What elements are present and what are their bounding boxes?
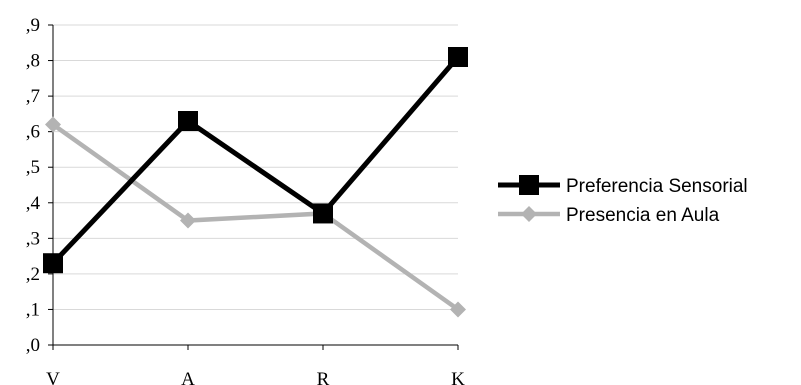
axes (48, 24, 459, 350)
y-tick-label: ,5 (26, 157, 40, 178)
y-tick-label: ,4 (26, 193, 41, 214)
series-line-presencia-en-aula (51, 122, 460, 312)
x-tick-label: R (317, 369, 330, 385)
data-point-preferencia-sensorial (43, 253, 63, 274)
legend-marker-preferencia-sensorial (519, 175, 539, 195)
series-layer (43, 47, 468, 318)
y-tick-label: ,7 (26, 86, 40, 107)
x-tick-label: A (181, 369, 195, 385)
data-point-presencia-en-aula (450, 301, 466, 318)
series-line-preferencia-sensorial (51, 55, 460, 265)
y-tick-label: ,8 (26, 51, 40, 72)
data-point-presencia-en-aula (180, 212, 196, 229)
legend-label-presencia-en-aula: Presencia en Aula (566, 205, 720, 226)
legend: Preferencia Sensorial Presencia en Aula (498, 175, 748, 226)
x-tick-label: V (46, 369, 60, 385)
y-tick-label: ,2 (26, 264, 40, 285)
y-tick-label: ,0 (26, 335, 40, 356)
legend-marker-presencia-en-aula (521, 206, 537, 222)
data-point-presencia-en-aula (45, 116, 61, 133)
y-tick-label: ,1 (26, 299, 40, 320)
legend-label-preferencia-sensorial: Preferencia Sensorial (566, 176, 748, 197)
y-tick-label: ,9 (26, 15, 40, 36)
y-axis-tick-labels: ,0 ,1 ,2 ,3 ,4 ,5 ,6 ,7 ,8 ,9 (26, 15, 41, 356)
y-tick-label: ,6 (26, 122, 40, 143)
data-point-preferencia-sensorial (178, 111, 198, 131)
y-tick-label: ,3 (26, 228, 40, 249)
data-point-preferencia-sensorial (448, 47, 468, 67)
x-tick-label: K (451, 369, 465, 385)
data-point-preferencia-sensorial (313, 203, 333, 224)
